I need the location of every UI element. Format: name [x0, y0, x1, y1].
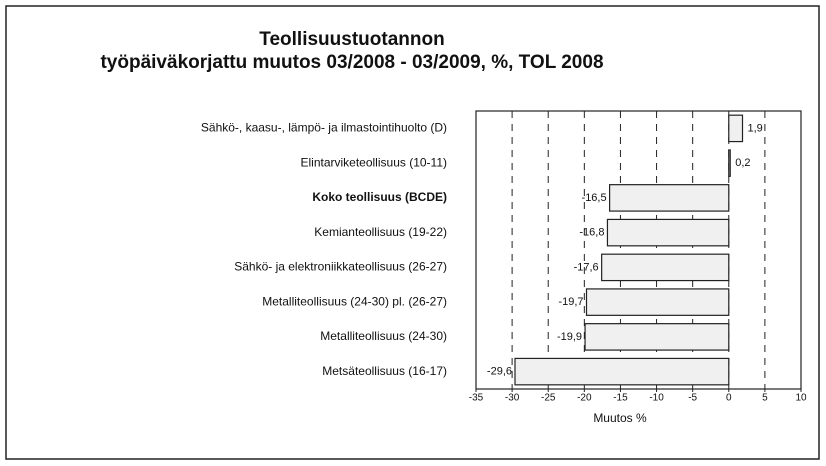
bar	[585, 288, 730, 316]
x-tick-label: -15	[613, 393, 628, 404]
chart-title: Teollisuustuotannon	[259, 29, 444, 50]
x-tick-label: -10	[649, 393, 664, 404]
y-tick-label: Koko teollisuus (BCDE)	[312, 190, 447, 204]
bar	[601, 253, 730, 282]
y-tick-label: Elintarviketeollisuus (10-11)	[300, 155, 447, 169]
x-tick-label: -25	[541, 393, 556, 404]
x-tick-label: -5	[688, 393, 697, 404]
x-tick-label: 5	[762, 393, 768, 404]
value-label: -16,8	[579, 227, 604, 239]
value-label: 0,2	[735, 157, 750, 169]
bar	[728, 149, 731, 177]
y-tick-label: Sähkö- ja elektroniikkateollisuus (26-27…	[234, 260, 447, 274]
bar	[609, 184, 730, 212]
x-axis-label: Muutos %	[593, 411, 647, 425]
value-label: -19,7	[558, 296, 583, 308]
y-tick-label: Metsäteollisuus (16-17)	[322, 364, 447, 378]
y-tick-label: Sähkö-, kaasu-, lämpö- ja ilmastointihuo…	[201, 121, 447, 135]
value-label: 1,9	[748, 122, 763, 134]
x-tick-label: -35	[469, 393, 484, 404]
bar	[514, 357, 730, 386]
y-tick-label: Kemianteollisuus (19-22)	[314, 225, 447, 239]
x-tick-label: -30	[505, 393, 520, 404]
value-label: -16,5	[582, 192, 607, 204]
bar	[606, 218, 730, 247]
x-tick-label: 10	[795, 393, 807, 404]
y-tick-label: Metalliteollisuus (24-30)	[320, 329, 447, 343]
frame	[5, 5, 820, 460]
x-tick-label: 0	[726, 393, 732, 404]
x-tick-label: -20	[577, 393, 592, 404]
value-label: -19,9	[557, 331, 582, 343]
y-tick-label: Metalliteollisuus (24-30) pl. (26-27)	[262, 294, 447, 308]
plot-area	[475, 110, 802, 390]
value-label: -17,6	[574, 261, 599, 273]
value-label: -29,6	[487, 366, 512, 378]
bar	[728, 114, 744, 143]
chart-subtitle: työpäiväkorjattu muutos 03/2008 - 03/200…	[100, 52, 603, 73]
bar	[584, 323, 730, 351]
